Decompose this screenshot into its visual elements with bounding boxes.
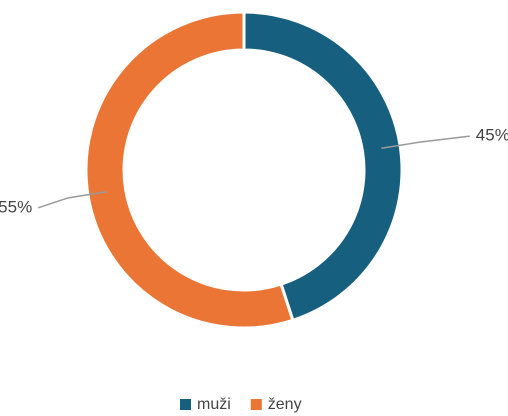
data-label: 55% xyxy=(0,197,32,216)
legend-swatch xyxy=(250,399,262,410)
leader-line xyxy=(37,191,107,209)
donut-segment xyxy=(84,10,295,330)
donut-segment xyxy=(242,10,404,323)
legend-label: ženy xyxy=(268,396,302,413)
data-label: 45% xyxy=(476,126,508,145)
legend-swatch xyxy=(180,399,191,410)
legend-label: muži xyxy=(197,396,231,413)
leader-line xyxy=(381,135,470,149)
